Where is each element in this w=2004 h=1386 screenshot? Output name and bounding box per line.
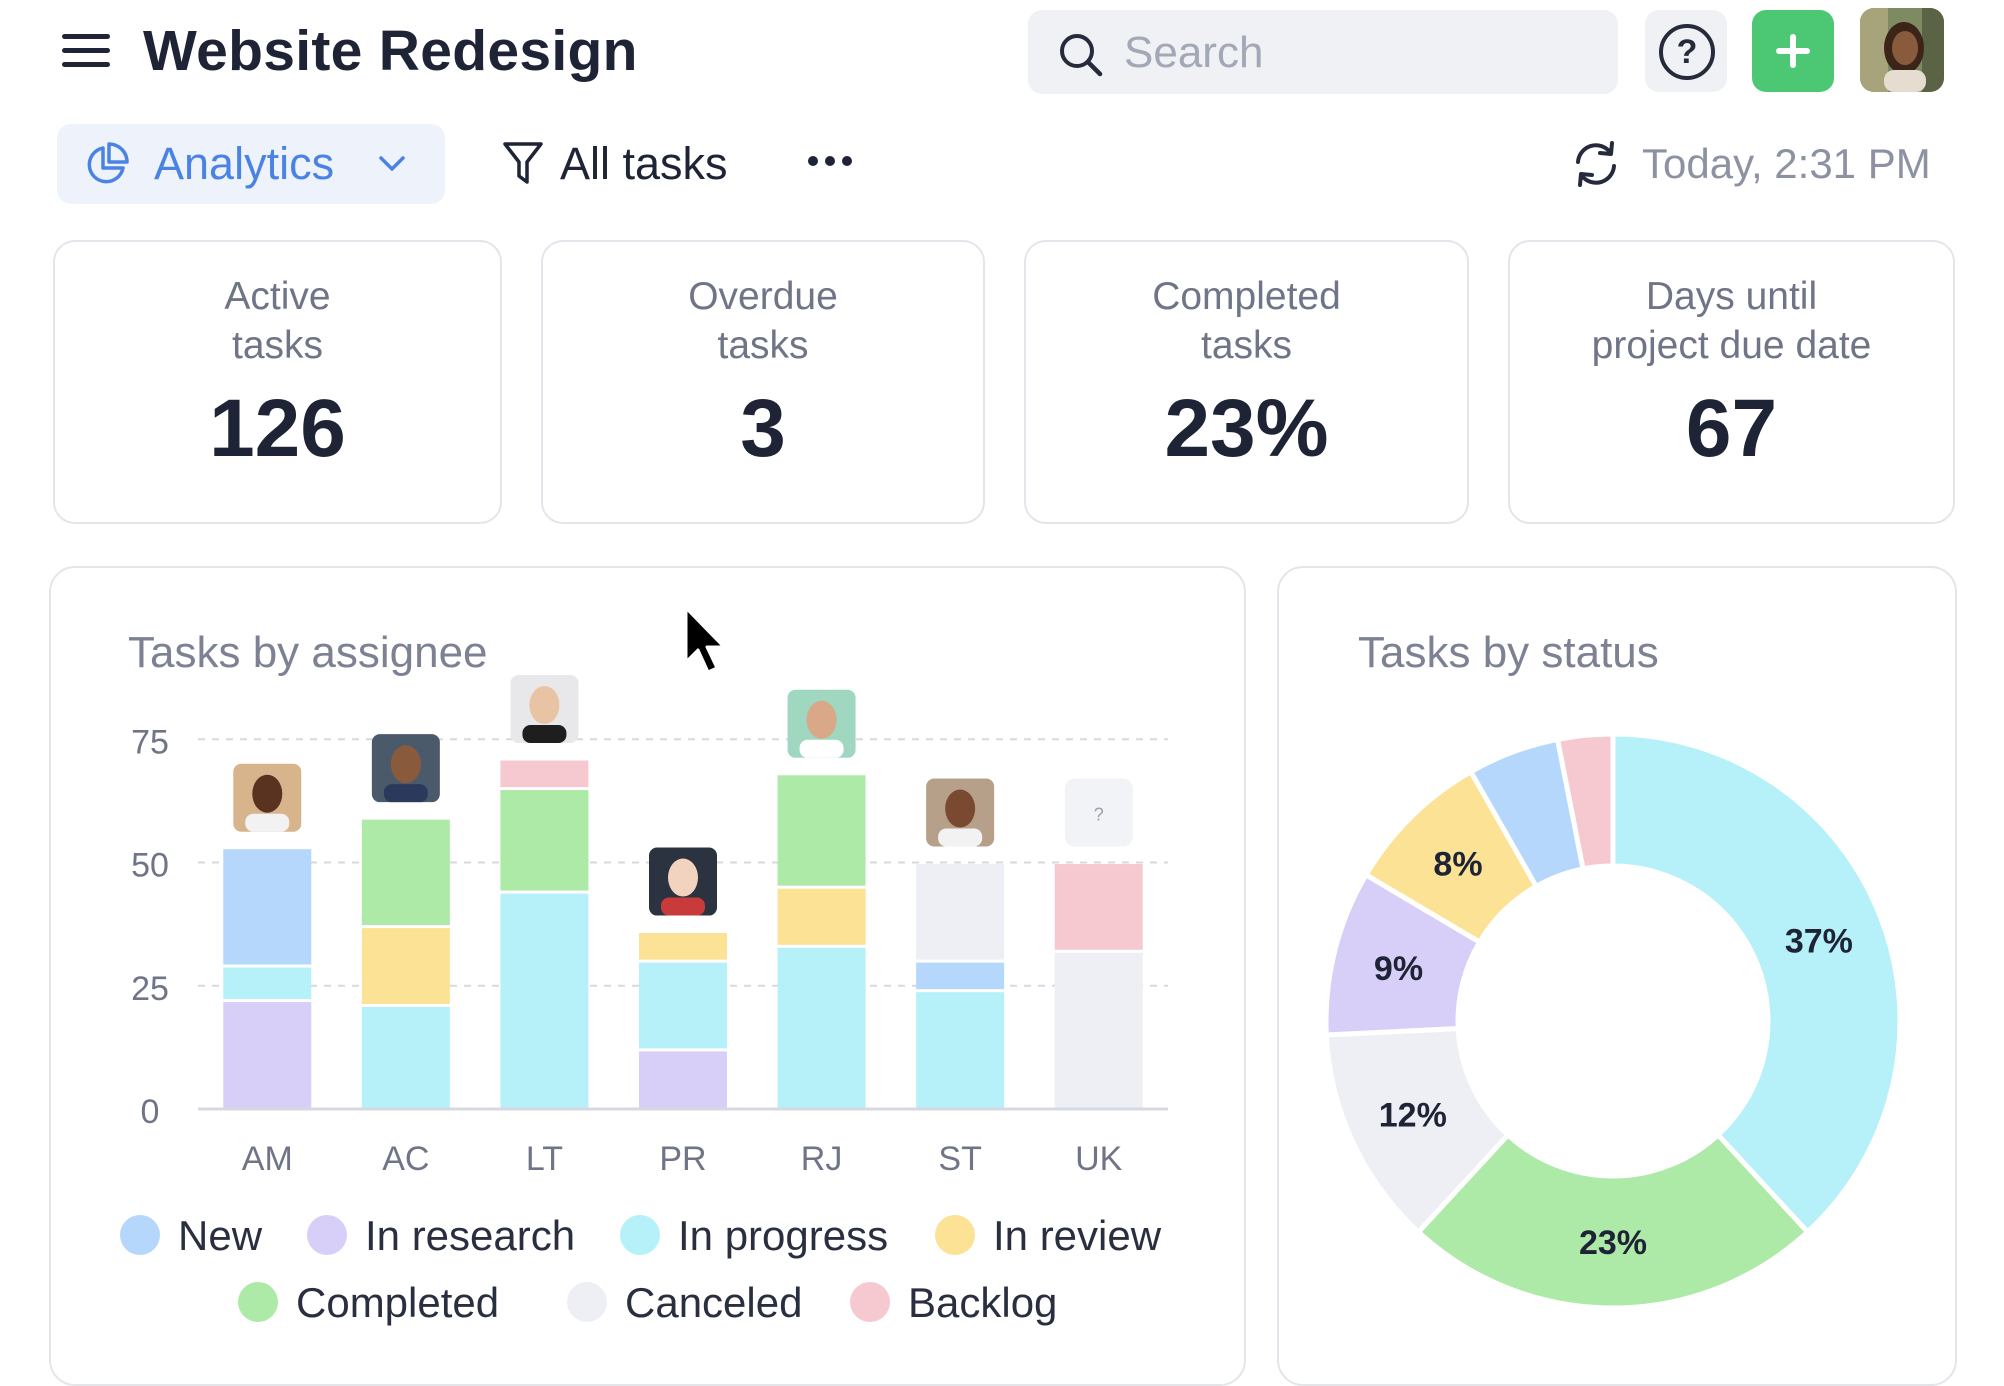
bar-segment[interactable] bbox=[223, 967, 312, 1000]
stat-value: 23% bbox=[1164, 383, 1329, 474]
bar-segment[interactable] bbox=[223, 849, 312, 965]
y-tick-label: 50 bbox=[131, 847, 169, 885]
view-dropdown[interactable]: Analytics bbox=[57, 124, 445, 204]
filter-label: All tasks bbox=[560, 138, 728, 189]
last-updated-timestamp: Today, 2:31 PM bbox=[1642, 140, 1931, 187]
search-input[interactable] bbox=[1122, 28, 1596, 78]
mouse-cursor-icon bbox=[684, 606, 726, 674]
view-label: Analytics bbox=[154, 138, 335, 189]
x-tick-label: UK bbox=[1075, 1140, 1123, 1178]
bar-segment[interactable] bbox=[500, 790, 589, 891]
stat-label: Overdue tasks bbox=[688, 275, 838, 367]
bar-segment[interactable] bbox=[777, 888, 866, 945]
x-tick-label: LT bbox=[526, 1140, 563, 1178]
x-tick-label: AC bbox=[382, 1140, 429, 1178]
legend-dot bbox=[935, 1215, 975, 1255]
legend-dot bbox=[567, 1282, 607, 1322]
bar-segment[interactable] bbox=[361, 928, 450, 1004]
unassigned-avatar[interactable]: ? bbox=[1064, 778, 1133, 847]
x-tick-label: AM bbox=[242, 1140, 293, 1178]
legend-label: In research bbox=[365, 1212, 576, 1259]
bar-segment[interactable] bbox=[777, 775, 866, 886]
bar-segment[interactable] bbox=[1054, 864, 1143, 950]
assignee-avatar[interactable] bbox=[926, 778, 995, 847]
legend-dot bbox=[850, 1282, 890, 1322]
filter-icon bbox=[503, 142, 543, 184]
search-icon bbox=[1060, 34, 1103, 77]
help-button[interactable]: ? bbox=[1645, 10, 1727, 92]
svg-text:?: ? bbox=[1094, 805, 1104, 825]
bar-segment[interactable] bbox=[361, 1006, 450, 1108]
chevron-down-icon bbox=[379, 156, 405, 171]
bar-segment[interactable] bbox=[500, 893, 589, 1108]
stat-card-completed-tasks[interactable]: Completed tasks 23% bbox=[1024, 240, 1469, 524]
help-icon: ? bbox=[1659, 24, 1715, 80]
bar-segment[interactable] bbox=[223, 1002, 312, 1108]
bar-segment[interactable] bbox=[916, 962, 1005, 990]
y-tick-label: 0 bbox=[141, 1093, 160, 1131]
assignee-avatar[interactable] bbox=[233, 763, 302, 832]
legend-label: Canceled bbox=[625, 1279, 803, 1326]
x-tick-label: RJ bbox=[801, 1140, 843, 1178]
bar-segment[interactable] bbox=[777, 947, 866, 1108]
user-avatar[interactable] bbox=[1860, 8, 1944, 92]
pie-chart-icon bbox=[87, 142, 129, 184]
stat-label: Completed tasks bbox=[1152, 275, 1341, 367]
more-options-icon[interactable] bbox=[808, 150, 860, 174]
assignee-avatar[interactable] bbox=[371, 734, 440, 803]
stat-label: Active tasks bbox=[224, 275, 331, 367]
stat-value: 3 bbox=[740, 383, 786, 474]
assignee-avatar[interactable] bbox=[787, 689, 856, 758]
tasks-by-assignee-chart: 0 25 50 75 AM AC LT PR RJ ST UK? bbox=[131, 675, 1168, 1178]
search-bar[interactable] bbox=[1028, 10, 1618, 94]
panel-title-status: Tasks by status bbox=[1358, 628, 1659, 677]
stat-card-active-tasks[interactable]: Active tasks 126 bbox=[53, 240, 502, 524]
bar-segment[interactable] bbox=[639, 1051, 727, 1108]
assignee-avatar[interactable] bbox=[510, 675, 579, 744]
stat-value: 126 bbox=[209, 383, 346, 474]
add-button[interactable] bbox=[1752, 10, 1834, 92]
bar-segment[interactable] bbox=[500, 760, 589, 788]
stat-label: Days until project due date bbox=[1591, 275, 1872, 367]
stat-card-days-until-due[interactable]: Days until project due date 67 bbox=[1508, 240, 1955, 524]
stat-card-overdue-tasks[interactable]: Overdue tasks 3 bbox=[541, 240, 985, 524]
legend-dot bbox=[620, 1215, 660, 1255]
bar-segment[interactable] bbox=[1054, 952, 1143, 1108]
y-tick-label: 75 bbox=[131, 723, 169, 761]
panel-title-assignee: Tasks by assignee bbox=[128, 628, 488, 677]
x-tick-label: ST bbox=[938, 1140, 981, 1178]
bar-segment[interactable] bbox=[361, 819, 450, 926]
page-title: Website Redesign bbox=[143, 19, 638, 83]
bar-segment[interactable] bbox=[916, 864, 1005, 960]
x-tick-label: PR bbox=[659, 1140, 706, 1178]
menu-icon[interactable] bbox=[62, 34, 110, 74]
refresh-icon[interactable] bbox=[1568, 140, 1624, 188]
assignee-avatar[interactable] bbox=[649, 847, 717, 916]
bar-segment[interactable] bbox=[639, 962, 727, 1049]
bar-segment[interactable] bbox=[639, 933, 727, 960]
legend-label: New bbox=[178, 1212, 263, 1259]
legend-dot bbox=[238, 1282, 278, 1322]
legend-dot bbox=[120, 1215, 160, 1255]
legend-dot bbox=[307, 1215, 347, 1255]
legend-label: Backlog bbox=[908, 1279, 1058, 1326]
y-tick-label: 25 bbox=[131, 970, 169, 1008]
legend-label: In review bbox=[993, 1212, 1162, 1259]
legend-label: In progress bbox=[678, 1212, 889, 1259]
legend-label: Completed bbox=[296, 1279, 500, 1326]
stat-value: 67 bbox=[1685, 383, 1778, 474]
bar-segment[interactable] bbox=[916, 992, 1005, 1108]
